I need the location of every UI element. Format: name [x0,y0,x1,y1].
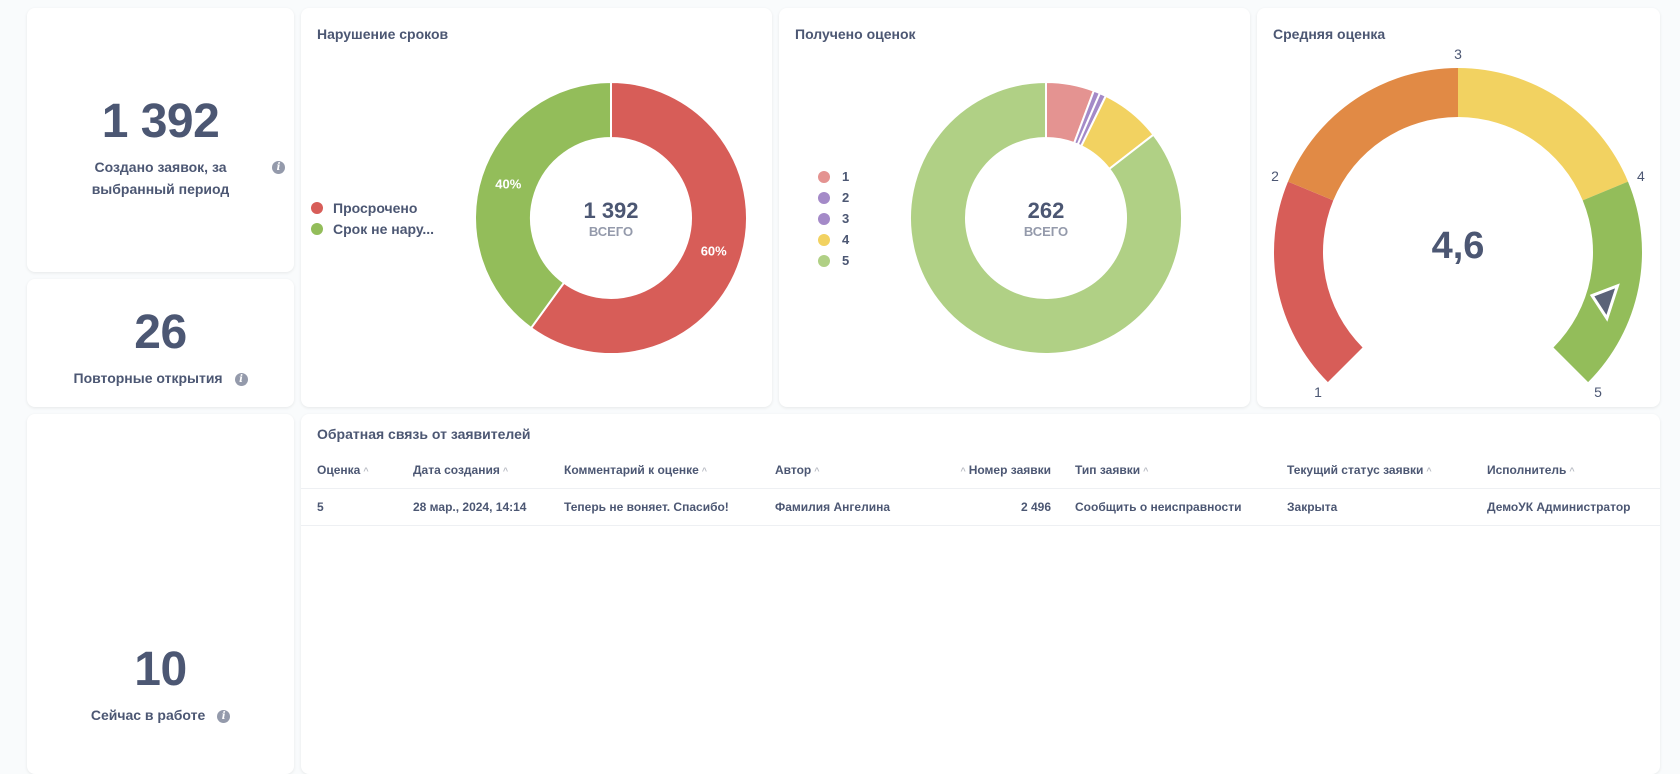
card-title: Получено оценок [795,26,916,42]
deadline-slice-2[interactable] [474,80,612,330]
ratings-donut-chart: 262 ВСЕГО [909,80,1183,355]
deadline-violation-card[interactable]: Нарушение сроков Просрочено Срок не нару… [301,8,772,407]
legend-dot [818,254,830,267]
created-requests-card[interactable]: 1 392 Создано заявок, за выбранный перио… [27,8,294,272]
deadline-slice-1[interactable] [529,80,748,355]
sort-icon: ^ [1426,466,1432,476]
cell-rating: 5 [301,488,397,526]
donut-center-value: 1 392 [583,198,638,223]
legend-dot [311,222,323,235]
sort-icon: ^ [363,466,369,476]
created-requests-value: 1 392 [101,95,220,148]
sort-icon: ^ [1143,466,1149,476]
cell-request-number[interactable]: 2 496 [940,488,1059,526]
cell-author[interactable]: Фамилия Ангелина [759,488,940,526]
column-header-assignee[interactable]: Исполнитель ^ [1471,452,1660,489]
gauge-segment-2 [1288,68,1458,201]
legend-item-overdue[interactable]: Просрочено [311,197,434,218]
in-progress-label: Сейчас в работе i [27,704,294,726]
legend-dot [818,212,830,225]
in-progress-card[interactable]: 10 Сейчас в работе i [27,414,294,774]
sort-icon: ^ [1569,466,1575,476]
legend-item-4[interactable]: 4 [818,229,849,250]
gauge-tick-label: 1 [1314,384,1322,400]
column-header-author[interactable]: Автор ^ [759,452,940,489]
reopened-value: 26 [134,306,187,359]
column-header-request-type[interactable]: Тип заявки ^ [1059,452,1271,489]
legend-dot [818,191,830,204]
column-header-current-status[interactable]: Текущий статус заявки ^ [1271,452,1471,489]
cell-comment: Теперь не воняет. Спасибо! [548,488,759,526]
deadline-slice-label: 60% [701,243,727,258]
ratings-received-card[interactable]: Получено оценок 1 2 3 4 5 262 ВСЕГО [779,8,1250,407]
sort-icon: ^ [960,466,966,476]
donut-center-value: 262 [1028,198,1065,223]
column-header-rating[interactable]: Оценка ^ [301,452,397,489]
gauge-segment-1 [1274,181,1363,383]
sort-icon: ^ [701,466,708,476]
feedback-table-card[interactable]: Обратная связь от заявителей Оценка ^ Дат… [301,414,1660,774]
donut-center-label: ВСЕГО [1024,224,1068,239]
gauge-tick-label: 5 [1594,384,1602,400]
gauge-value: 4,6 [1432,225,1485,267]
cell-current-status: Закрыта [1271,488,1471,526]
ratings-slice-5[interactable] [909,80,1183,355]
info-icon[interactable]: i [217,709,231,723]
gauge-segment-3 [1458,68,1628,201]
info-icon[interactable]: i [272,161,285,174]
reopened-card[interactable]: 26 Повторные открытия i [27,279,294,407]
deadline-legend: Просрочено Срок не нару... [311,197,434,239]
sort-icon: ^ [814,466,820,476]
legend-item-on-time[interactable]: Срок не нару... [311,218,434,239]
cell-assignee[interactable]: ДемоУК Администратор [1471,488,1660,526]
table-header-row: Оценка ^ Дата создания ^ Комментарий к оце… [301,452,1660,489]
gauge-tick-label: 2 [1271,168,1279,184]
legend-item-2[interactable]: 2 [818,187,849,208]
cell-created-date: 28 мар., 2024, 14:14 [397,488,548,526]
info-icon[interactable]: i [234,372,248,386]
gauge-needle [1589,283,1620,322]
column-header-comment[interactable]: Комментарий к оценке ^ [548,452,759,489]
card-title: Средняя оценка [1273,26,1386,42]
column-header-request-number[interactable]: ^ Номер заявки [940,452,1059,489]
card-title: Обратная связь от заявителей [317,426,531,442]
in-progress-value: 10 [134,643,187,696]
gauge-tick-label: 4 [1637,168,1645,184]
legend-item-1[interactable]: 1 [818,166,849,187]
donut-center-label: ВСЕГО [589,224,633,239]
gauge-tick-label: 3 [1454,46,1462,62]
average-rating-card[interactable]: Средняя оценка 1 2 3 4 5 4,6 [1257,8,1660,407]
deadline-slice-label: 40% [495,177,521,192]
created-requests-label: Создано заявок, за выбранный период i [27,156,294,200]
legend-dot [311,201,323,214]
gauge-segment-4 [1553,181,1642,383]
legend-item-5[interactable]: 5 [818,250,849,271]
table-row[interactable]: 5 28 мар., 2024, 14:14 Теперь не воняет.… [301,488,1660,526]
ratings-legend: 1 2 3 4 5 [818,166,849,271]
deadline-donut-chart: 60% 40% 1 392 ВСЕГО [474,80,748,355]
legend-dot [818,170,830,183]
sort-icon: ^ [502,466,509,476]
feedback-table: Оценка ^ Дата создания ^ Комментарий к оце… [301,452,1660,526]
reopened-label: Повторные открытия i [27,367,294,389]
average-rating-gauge: 1 2 3 4 5 4,6 [1271,46,1645,400]
card-title: Нарушение сроков [317,26,449,42]
legend-dot [818,233,830,246]
legend-item-3[interactable]: 3 [818,208,849,229]
column-header-created-date[interactable]: Дата создания ^ [397,452,548,489]
cell-request-type: Сообщить о неисправности [1059,488,1271,526]
